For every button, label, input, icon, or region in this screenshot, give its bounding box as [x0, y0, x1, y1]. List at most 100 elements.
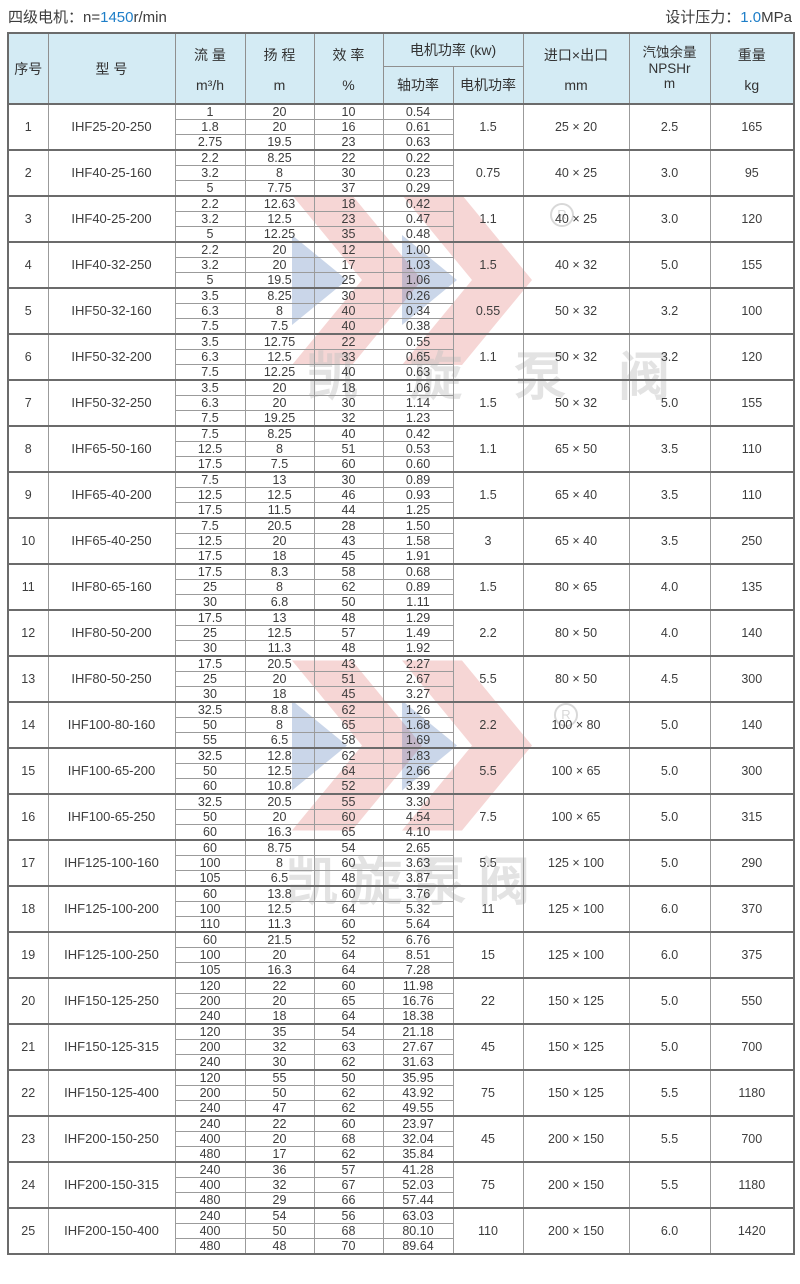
- efficiency-cell: 40: [313, 364, 384, 381]
- spec-sub-row: 19 IHF125-100-250 60 21.5 52 6.76 15 125 × 100 6…: [7, 931, 795, 979]
- shaft-power-cell: 6.76: [382, 931, 454, 948]
- shaft-power-cell: 0.89: [382, 471, 454, 488]
- header-npsh-unit: m: [663, 76, 676, 92]
- model-cell: IHF200-150-315: [47, 1161, 176, 1209]
- motor-power-cell: 5.5: [452, 747, 524, 795]
- npsh-cell: 6.0: [628, 1207, 711, 1255]
- motor-speed-prefix: 四级电机：n=: [8, 9, 101, 26]
- model-cell: IHF40-25-160: [47, 149, 176, 197]
- seq-cell: 19: [7, 931, 49, 979]
- spec-sub-row: 200 32 63 27.67: [8, 1039, 794, 1055]
- spec-sub-row: 50 8 65 1.68: [8, 717, 794, 733]
- shaft-power-cell: 4.10: [382, 824, 454, 841]
- model-cell: IHF100-65-250: [47, 793, 176, 841]
- efficiency-cell: 64: [313, 962, 384, 979]
- efficiency-cell: 18: [313, 195, 384, 212]
- spec-sub-row: 23 IHF200-150-250 240 22 60 23.97 45 200 × 150 5…: [7, 1115, 795, 1163]
- spec-sub-row: 25 20 51 2.67: [8, 671, 794, 687]
- shaft-power-cell: 1.58: [382, 533, 454, 549]
- flow-cell: 6.3: [174, 395, 246, 411]
- seq-cell: 7: [7, 379, 49, 427]
- efficiency-cell: 35: [313, 226, 384, 243]
- weight-cell: 370: [709, 885, 795, 933]
- flow-cell: 17.5: [174, 502, 246, 519]
- shaft-power-cell: 5.64: [382, 916, 454, 933]
- spec-sub-row: 3.2 8 30 0.23: [8, 165, 794, 181]
- model-cell: IHF80-50-200: [47, 609, 176, 657]
- spec-sub-row: 100 8 60 3.63: [8, 855, 794, 871]
- motor-power-cell: 1.1: [452, 333, 524, 381]
- head-cell: 7.5: [244, 318, 315, 335]
- header-weight-unit: kg: [744, 76, 760, 93]
- npsh-cell: 4.0: [628, 563, 711, 611]
- spec-sub-row: 60 10.8 52 3.39: [8, 778, 794, 795]
- flow-cell: 3.2: [174, 211, 246, 227]
- head-cell: 18: [244, 1008, 315, 1025]
- spec-sub-row: 21 IHF150-125-315 120 35 54 21.18 45 150 × 125 5…: [7, 1023, 795, 1071]
- spec-sub-row: 3.2 12.5 23 0.47: [8, 211, 794, 227]
- motor-power-cell: 22: [452, 977, 524, 1025]
- spec-sub-row: 4 IHF40-32-250 2.2 20 12 1.00 1.5 40 × 32 5.0 155: [7, 241, 795, 289]
- head-cell: 55: [244, 1069, 315, 1086]
- weight-cell: 250: [709, 517, 795, 565]
- ports-cell: 150 × 125: [522, 1069, 630, 1117]
- shaft-power-cell: 3.30: [382, 793, 454, 810]
- npsh-cell: 6.0: [628, 931, 711, 979]
- ports-cell: 150 × 125: [522, 1023, 630, 1071]
- efficiency-cell: 60: [313, 916, 384, 933]
- shaft-power-cell: 0.54: [382, 103, 454, 120]
- flow-cell: 55: [174, 732, 246, 749]
- motor-power-cell: 15: [452, 931, 524, 979]
- weight-cell: 550: [709, 977, 795, 1025]
- flow-cell: 12.5: [174, 487, 246, 503]
- weight-cell: 140: [709, 701, 795, 749]
- head-cell: 20: [244, 671, 315, 687]
- shaft-power-cell: 5.32: [382, 901, 454, 917]
- efficiency-cell: 67: [313, 1177, 384, 1193]
- npsh-cell: 3.5: [628, 425, 711, 473]
- efficiency-cell: 60: [313, 456, 384, 473]
- npsh-cell: 3.2: [628, 287, 711, 335]
- spec-sub-row: 5 7.75 37 0.29: [8, 180, 794, 197]
- shaft-power-cell: 1.23: [382, 410, 454, 427]
- efficiency-cell: 62: [313, 701, 384, 718]
- head-cell: 7.75: [244, 180, 315, 197]
- ports-cell: 40 × 32: [522, 241, 630, 289]
- ports-cell: 100 × 65: [522, 793, 630, 841]
- efficiency-cell: 54: [313, 1023, 384, 1040]
- npsh-cell: 5.5: [628, 1115, 711, 1163]
- flow-cell: 60: [174, 839, 246, 856]
- header-motor-power: 电机功率: [452, 66, 524, 105]
- efficiency-cell: 40: [313, 303, 384, 319]
- model-cell: IHF50-32-160: [47, 287, 176, 335]
- head-cell: 18: [244, 686, 315, 703]
- header-weight-label: 重量: [737, 46, 766, 63]
- header-shaft-power: 轴功率: [382, 66, 454, 105]
- efficiency-cell: 45: [313, 548, 384, 565]
- efficiency-cell: 48: [313, 870, 384, 887]
- head-cell: 8.25: [244, 425, 315, 442]
- flow-cell: 50: [174, 809, 246, 825]
- model-cell: IHF200-150-250: [47, 1115, 176, 1163]
- head-cell: 47: [244, 1100, 315, 1117]
- header-efficiency-label: 效 率: [332, 46, 365, 63]
- efficiency-cell: 28: [313, 517, 384, 534]
- spec-sub-row: 6.3 8 40 0.34: [8, 303, 794, 319]
- head-cell: 11.3: [244, 640, 315, 657]
- model-cell: IHF100-80-160: [47, 701, 176, 749]
- flow-cell: 120: [174, 977, 246, 994]
- efficiency-cell: 62: [313, 579, 384, 595]
- flow-cell: 240: [174, 1207, 246, 1224]
- efficiency-cell: 64: [313, 901, 384, 917]
- shaft-power-cell: 0.68: [382, 563, 454, 580]
- motor-speed-value: 1450: [100, 9, 134, 26]
- header-flow: 流 量 m³/h: [174, 32, 246, 105]
- seq-cell: 5: [7, 287, 49, 335]
- weight-cell: 700: [709, 1115, 795, 1163]
- motor-power-cell: 2.2: [452, 701, 524, 749]
- flow-cell: 400: [174, 1223, 246, 1239]
- flow-cell: 1.8: [174, 119, 246, 135]
- shaft-power-cell: 2.66: [382, 763, 454, 779]
- model-cell: IHF125-100-250: [47, 931, 176, 979]
- efficiency-cell: 60: [313, 809, 384, 825]
